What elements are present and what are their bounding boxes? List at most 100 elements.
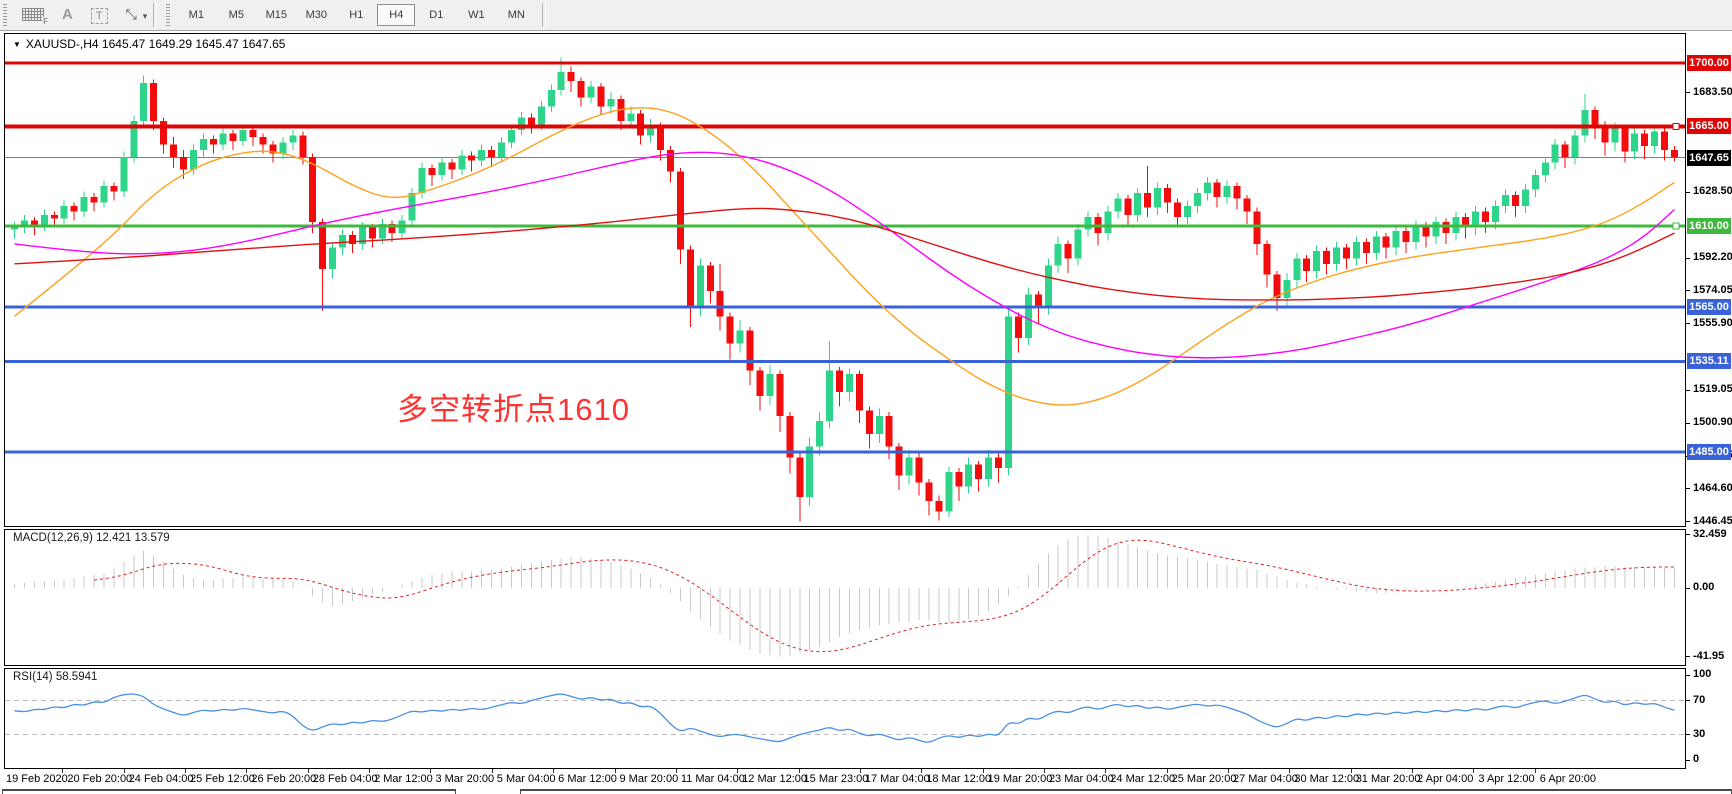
time-axis-label: 24 Mar 12:00 bbox=[1110, 773, 1176, 785]
hline-marker-1665.00 bbox=[1672, 122, 1680, 130]
rsi-axis-tick bbox=[1686, 759, 1690, 761]
time-axis-tick bbox=[1534, 769, 1536, 773]
price-line-badge-1610.00: 1610.00 bbox=[1687, 217, 1731, 234]
price-axis-tick bbox=[1686, 290, 1690, 292]
time-axis-tick bbox=[553, 769, 555, 773]
price-axis[interactable]: 1683.50 1628.50 1592.20 1574.05 1555.90 1519.… bbox=[1686, 33, 1732, 788]
rsi-axis-tick bbox=[1686, 674, 1690, 676]
symbol-caret-icon[interactable]: ▼ bbox=[13, 40, 21, 49]
chart-title-text: XAUUSD-,H4 1645.47 1649.29 1645.47 1647.… bbox=[25, 37, 286, 51]
price-axis-tick bbox=[1686, 257, 1690, 259]
time-axis-tick bbox=[185, 769, 187, 773]
time-axis-label: 15 Mar 23:00 bbox=[803, 773, 869, 785]
price-axis-tick bbox=[1686, 323, 1690, 325]
macd-signal-line bbox=[93, 539, 1675, 653]
time-axis-tick bbox=[614, 769, 616, 773]
price-axis-label: 1628.50 bbox=[1693, 185, 1732, 198]
time-axis-tick bbox=[1350, 769, 1352, 773]
text-annotation-icon[interactable]: A bbox=[62, 2, 73, 26]
timeframe-button-w1[interactable]: W1 bbox=[468, 9, 485, 21]
rsi-axis-label: 100 bbox=[1693, 668, 1712, 680]
time-axis-label: 3 Apr 12:00 bbox=[1478, 773, 1535, 785]
timeframe-button-m15[interactable]: M15 bbox=[265, 9, 288, 21]
time-axis-tick bbox=[798, 769, 800, 773]
cursor-arrows-icon[interactable]: ⤡ bbox=[126, 2, 137, 26]
ma-fast-orange-line bbox=[14, 107, 1675, 406]
macd-axis-tick bbox=[1686, 534, 1690, 536]
macd-axis-tick bbox=[1686, 656, 1690, 657]
price-axis-label: 1446.45 bbox=[1693, 514, 1732, 527]
toolbar-grip[interactable] bbox=[3, 4, 7, 26]
rsi-axis-label: 70 bbox=[1693, 693, 1706, 706]
time-axis-tick bbox=[982, 769, 984, 773]
time-axis-tick bbox=[737, 769, 739, 773]
rsi-axis-label: 0 bbox=[1693, 753, 1700, 765]
text-label-box-icon[interactable]: T bbox=[90, 4, 108, 28]
main-chart-canvas[interactable] bbox=[5, 34, 1685, 526]
time-axis-label: 28 Feb 04:00 bbox=[312, 773, 378, 785]
price-axis-label: 1500.90 bbox=[1693, 416, 1732, 429]
price-axis-label: 1464.60 bbox=[1693, 481, 1732, 494]
time-axis-label: 26 Feb 20:00 bbox=[251, 773, 317, 785]
time-axis-label: 2 Mar 12:00 bbox=[374, 773, 433, 785]
macd-axis-tick bbox=[1686, 587, 1690, 589]
price-axis-tick bbox=[1686, 389, 1690, 391]
ma-slow-red-line bbox=[14, 207, 1675, 301]
timeframe-button-m1[interactable]: M1 bbox=[188, 9, 204, 21]
timeframe-button-d1[interactable]: D1 bbox=[429, 9, 444, 21]
price-axis-tick bbox=[1686, 521, 1690, 523]
macd-panel[interactable]: MACD(12,26,9) 12.421 13.579 bbox=[4, 529, 1686, 666]
dropdown-caret-icon[interactable]: ▾ bbox=[142, 10, 148, 21]
timeframe-button-mn[interactable]: MN bbox=[507, 9, 525, 21]
rsi-label: RSI(14) 58.5941 bbox=[13, 671, 98, 683]
chart-title: ▼ XAUUSD-,H4 1645.47 1649.29 1645.47 1647… bbox=[13, 37, 285, 51]
price-axis-label: 1574.05 bbox=[1693, 283, 1732, 296]
time-axis-tick bbox=[675, 769, 677, 773]
timeframe-button-m5[interactable]: M5 bbox=[228, 9, 244, 21]
macd-axis-label: 0.00 bbox=[1693, 581, 1715, 593]
time-axis-tick bbox=[1043, 769, 1045, 773]
time-axis-label: 12 Mar 12:00 bbox=[742, 773, 808, 785]
toolbar: F A T ⤡ ▾ M1 M5 M15 M30 H1 H4 D1 W1 MN bbox=[0, 0, 1732, 31]
cursor-arrows-icon-glyph: ⤡ bbox=[125, 5, 137, 22]
timeframe-button-h1[interactable]: H1 bbox=[349, 9, 364, 21]
time-axis-label: 19 Feb 2020 bbox=[6, 773, 68, 785]
chart-shift-grid-icon[interactable]: F bbox=[22, 8, 48, 27]
price-axis-label: 1555.90 bbox=[1693, 316, 1732, 329]
time-axis-label: 5 Mar 04:00 bbox=[496, 773, 556, 785]
rsi-canvas bbox=[5, 693, 1685, 743]
timeframe-button-h4[interactable]: H4 bbox=[377, 4, 416, 26]
text-annotation-icon-glyph: A bbox=[62, 5, 73, 23]
time-axis-label: 11 Mar 04:00 bbox=[680, 773, 745, 785]
rsi-panel[interactable]: RSI(14) 58.5941 bbox=[4, 668, 1686, 769]
main-chart-panel[interactable]: ▼ XAUUSD-,H4 1645.47 1649.29 1645.47 1647… bbox=[4, 33, 1686, 527]
time-axis-label: 17 Mar 04:00 bbox=[864, 773, 930, 785]
time-axis[interactable]: 19 Feb 2020 20 Feb 20:00 24 Feb 04:00 25 Fe… bbox=[4, 769, 1686, 788]
toolbar-grip-2[interactable] bbox=[166, 4, 171, 26]
ma-mid-magenta-line bbox=[14, 151, 1675, 359]
time-axis-label: 3 Mar 20:00 bbox=[435, 773, 495, 785]
price-axis-label: 1592.20 bbox=[1693, 251, 1732, 263]
price-axis-label: 1683.50 bbox=[1693, 85, 1732, 98]
time-axis-tick bbox=[369, 769, 371, 773]
time-axis-label: 30 Mar 12:00 bbox=[1294, 773, 1360, 785]
time-axis-label: 9 Mar 20:00 bbox=[619, 773, 679, 785]
macd-canvas bbox=[14, 534, 1675, 657]
time-axis-tick bbox=[921, 769, 923, 773]
timeframe-button-m30[interactable]: M30 bbox=[305, 9, 328, 21]
macd-histogram bbox=[14, 534, 1675, 657]
rsi-axis-tick bbox=[1686, 734, 1690, 735]
time-axis-tick bbox=[246, 769, 248, 773]
time-axis-label: 6 Mar 12:00 bbox=[558, 773, 617, 785]
rsi-line bbox=[14, 693, 1675, 743]
background-window-edge-right bbox=[520, 789, 1732, 794]
current-price-badge: 1647.65 bbox=[1687, 149, 1731, 166]
rsi-axis-tick bbox=[1686, 700, 1690, 701]
time-axis-label: 2 Apr 04:00 bbox=[1417, 773, 1474, 785]
price-axis-tick bbox=[1686, 422, 1690, 424]
time-axis-tick bbox=[491, 769, 493, 773]
price-line-badge-1565.00: 1565.00 bbox=[1687, 299, 1731, 316]
time-axis-label: 23 Mar 04:00 bbox=[1048, 773, 1114, 785]
time-axis-tick bbox=[1412, 769, 1414, 773]
